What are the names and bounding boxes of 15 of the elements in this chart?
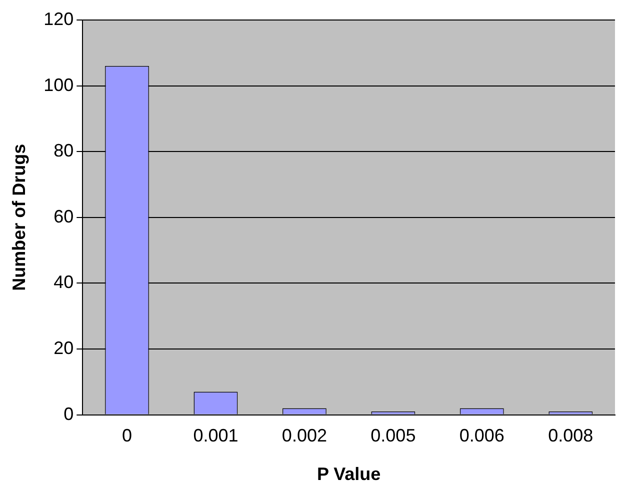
- y-tick-label: 40: [54, 272, 74, 292]
- y-tick-label: 100: [44, 74, 74, 95]
- y-axis-title: Number of Drugs: [8, 144, 29, 291]
- x-tick-label: 0.001: [193, 426, 238, 446]
- y-tick-label: 20: [54, 338, 74, 358]
- y-tick-label: 0: [64, 404, 74, 424]
- y-tick-label: 120: [44, 8, 74, 29]
- x-tick-label: 0: [122, 426, 132, 446]
- x-tick-label: 0.006: [459, 426, 504, 446]
- y-tick-label: 80: [54, 140, 74, 161]
- x-tick-label: 0.005: [370, 426, 416, 446]
- y-tick-label: 60: [54, 206, 74, 226]
- x-tick-label: 0.002: [282, 426, 327, 446]
- x-axis-title: P Value: [316, 464, 381, 484]
- x-tick-label: 0.008: [548, 426, 594, 446]
